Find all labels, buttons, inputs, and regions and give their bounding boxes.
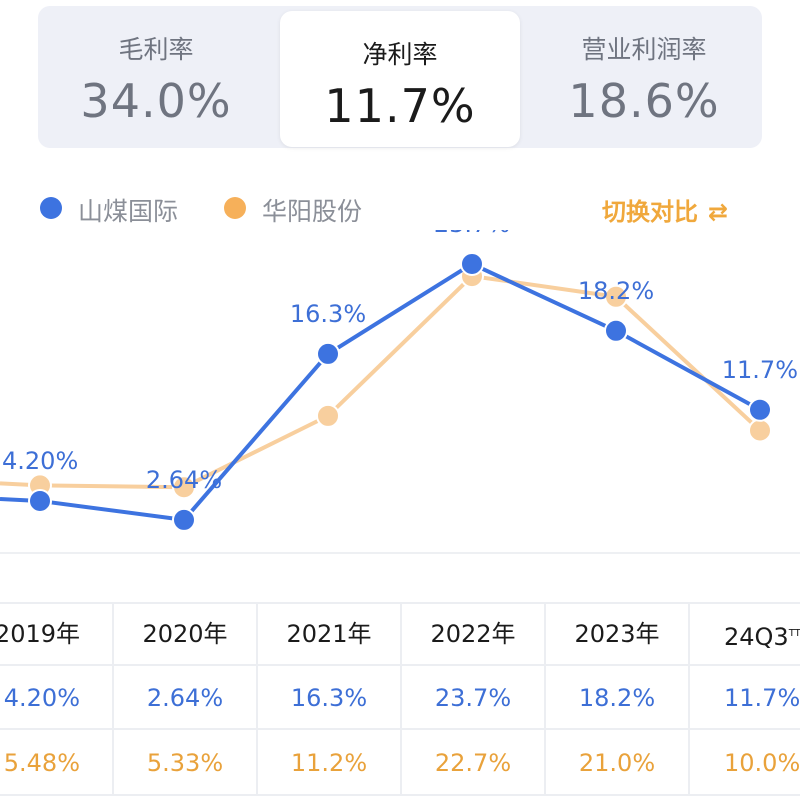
table-cell: 23.7%	[402, 666, 546, 730]
table-header-cell: 2022年	[402, 602, 546, 666]
legend-dot-icon	[40, 197, 62, 219]
cell-text: 5.33%	[146, 749, 224, 777]
cell-text: 21.0%	[578, 749, 656, 777]
data-point-b-1	[172, 475, 196, 500]
data-point-b-5	[748, 418, 772, 443]
cell-text: 16.3%	[290, 684, 368, 712]
table-header-cell: 2023年	[546, 602, 690, 666]
table-cell: 22.7%	[402, 730, 546, 796]
data-point-a-1	[172, 507, 196, 532]
swap-icon: ⇄	[708, 198, 729, 226]
data-table: 2019年 2020年 2021年 2022年 2023年 24Q3TTM 4.20% 2.…	[0, 602, 800, 796]
switch-compare-button[interactable]: 切换对比 ⇄	[602, 192, 728, 227]
cell-text: 22.7%	[434, 749, 512, 777]
legend-label: 华阳股份	[262, 197, 363, 226]
cell-text: 18.2%	[578, 684, 656, 712]
cell-text: 24Q3	[724, 623, 789, 651]
cell-text: 2020年	[142, 620, 228, 648]
tab-value: 34.0%	[80, 74, 232, 128]
table-header-cell: 2019年	[0, 602, 114, 666]
cell-text: 5.48%	[3, 749, 80, 777]
tab-value: 11.7%	[324, 79, 476, 133]
data-point-a-0	[28, 488, 52, 513]
data-point-a-4	[604, 318, 628, 343]
chart-divider	[0, 552, 800, 554]
cell-text: 11.7%	[724, 684, 800, 712]
data-point-a-5	[748, 397, 772, 422]
table-cell: 4.20%	[0, 666, 114, 730]
tab-operating-margin[interactable]: 营业利润率 18.6%	[526, 6, 762, 148]
table-header-cell: 2020年	[114, 602, 258, 666]
data-label-a-0: 4.20%	[2, 447, 78, 475]
table-cell: 11.2%	[258, 730, 402, 796]
tab-label: 营业利润率	[581, 35, 707, 64]
data-label-a-3: 23.7%	[434, 230, 510, 238]
table-cell: 10.0%	[690, 730, 800, 796]
table-cell: 5.33%	[114, 730, 258, 796]
switch-label: 切换对比	[602, 198, 698, 226]
tab-label: 毛利率	[118, 35, 194, 64]
tab-value: 18.6%	[568, 74, 720, 128]
legend-label: 山煤国际	[78, 197, 179, 226]
data-point-b-4	[604, 284, 628, 309]
tab-gross-margin[interactable]: 毛利率 34.0%	[38, 6, 274, 148]
cell-text: 2021年	[286, 620, 372, 648]
tab-net-margin[interactable]: 净利率 11.7%	[280, 11, 520, 147]
legend-dot-icon	[224, 197, 246, 219]
series-line-b	[0, 274, 762, 490]
data-label-a-4: 18.2%	[578, 277, 654, 305]
header-suffix: TTM	[788, 628, 800, 639]
cell-text: 10.0%	[724, 749, 800, 777]
table-cell: 2.64%	[114, 666, 258, 730]
table-cell: 18.2%	[546, 666, 690, 730]
cell-text: 2022年	[430, 620, 516, 648]
table-header-cell: 24Q3TTM	[690, 602, 800, 666]
tab-label: 净利率	[362, 40, 438, 69]
data-label-a-2: 16.3%	[290, 300, 366, 328]
table-cell: 21.0%	[546, 730, 690, 796]
data-label-a-5: 11.7%	[722, 356, 798, 384]
table-cell: 5.48%	[0, 730, 114, 796]
cell-text: 2019年	[0, 620, 80, 648]
data-point-a-3	[460, 251, 484, 276]
cell-text: 23.7%	[434, 684, 512, 712]
table-cell: 16.3%	[258, 666, 402, 730]
table-header-cell: 2021年	[258, 602, 402, 666]
data-point-b-2	[316, 403, 340, 428]
data-point-a-2	[316, 341, 340, 366]
data-label-a-1: 2.64%	[146, 466, 222, 494]
metric-tabs: 毛利率 34.0% 净利率 11.7% 营业利润率 18.6%	[38, 6, 762, 148]
table-cell: 11.7%	[690, 666, 800, 730]
line-chart: 4.20% 2.64% 16.3% 23.7% 18.2% 11.7%	[0, 230, 798, 532]
cell-text: 2023年	[574, 620, 660, 648]
cell-text: 4.20%	[3, 684, 80, 712]
cell-text: 2.64%	[146, 684, 224, 712]
cell-text: 11.2%	[290, 749, 368, 777]
